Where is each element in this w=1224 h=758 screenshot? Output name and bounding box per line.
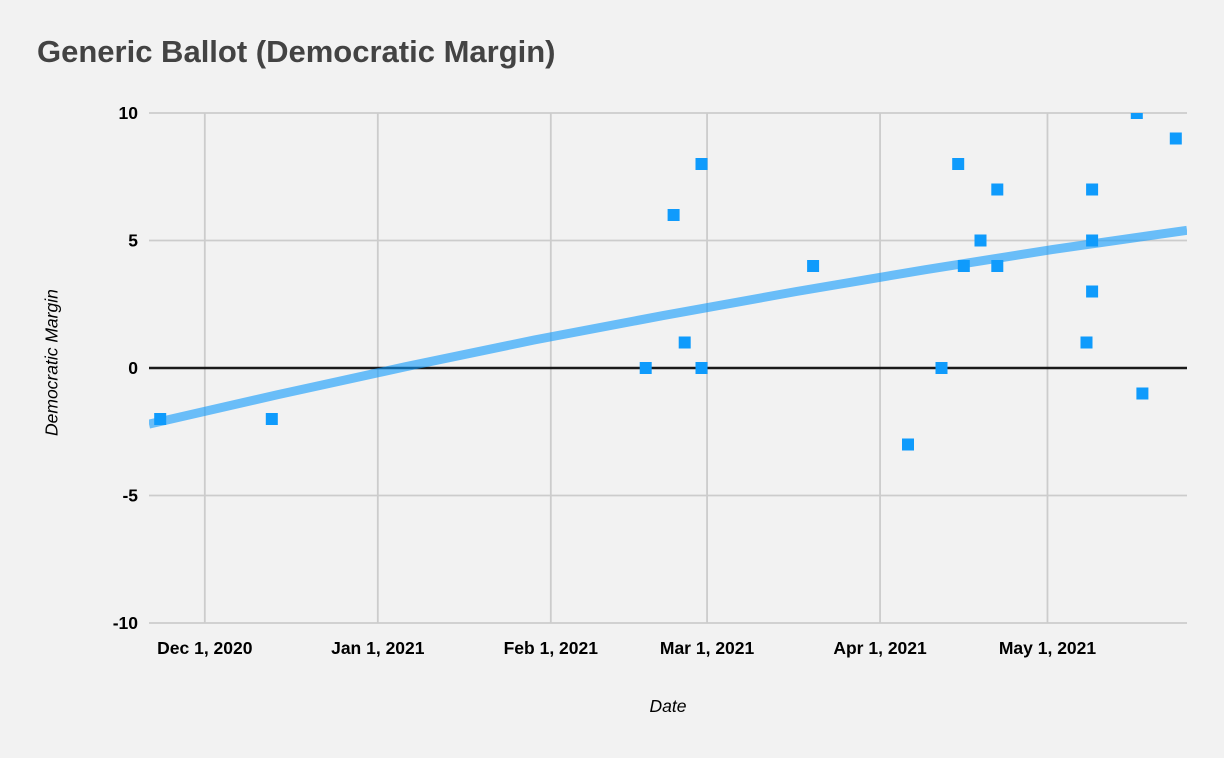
data-point	[974, 234, 987, 247]
data-point	[154, 413, 167, 425]
data-point	[265, 413, 278, 425]
scatter-points	[154, 113, 1182, 451]
x-tick-label: Apr 1, 2021	[833, 638, 927, 658]
data-point	[935, 362, 948, 374]
trendline-path	[149, 225, 1187, 429]
data-point	[1086, 183, 1099, 196]
y-tick-label: -5	[122, 486, 138, 506]
chart-title: Generic Ballot (Democratic Margin)	[37, 34, 556, 69]
gridlines	[149, 112, 1187, 624]
data-point	[952, 158, 965, 170]
x-tick-label: Mar 1, 2021	[660, 638, 755, 658]
data-point	[957, 260, 970, 272]
data-point	[1086, 285, 1099, 298]
data-point	[1136, 387, 1149, 400]
x-tick-label: Feb 1, 2021	[504, 638, 599, 658]
y-tick-label: 10	[119, 103, 139, 123]
y-tick-label: -10	[113, 613, 139, 633]
x-axis-tick-labels: Dec 1, 2020 Jan 1, 2021 Feb 1, 2021 Mar 1, …	[157, 638, 1096, 658]
data-point	[1169, 132, 1182, 145]
x-axis-title: Date	[649, 696, 687, 716]
data-point	[807, 260, 820, 272]
data-point	[667, 209, 680, 221]
data-point	[639, 362, 652, 374]
data-point	[678, 336, 691, 349]
y-tick-label: 0	[128, 358, 138, 378]
data-point	[991, 260, 1004, 272]
data-point	[902, 438, 914, 451]
x-tick-label: Jan 1, 2021	[331, 638, 425, 658]
x-tick-label: May 1, 2021	[999, 638, 1097, 658]
data-point	[991, 183, 1004, 196]
data-point	[1086, 234, 1099, 247]
x-tick-label: Dec 1, 2020	[157, 638, 253, 658]
data-point	[695, 362, 708, 374]
data-point	[695, 158, 708, 170]
data-point	[1130, 113, 1143, 119]
trendline	[149, 225, 1187, 429]
data-point	[1080, 336, 1093, 349]
y-axis-tick-labels: 10 5 0 -5 -10	[113, 103, 139, 633]
y-tick-label: 5	[128, 231, 138, 251]
